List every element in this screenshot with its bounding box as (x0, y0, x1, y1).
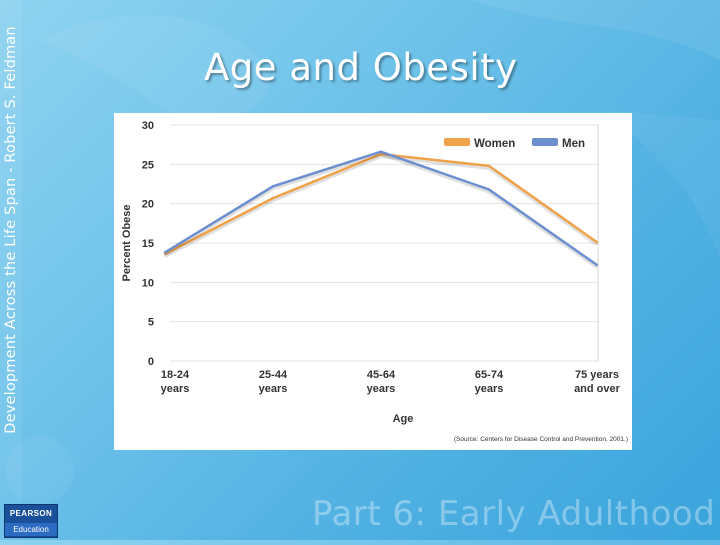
data-point-women (271, 196, 275, 200)
x-tick-label: 25-44 years (259, 369, 288, 395)
series-shadow-men (164, 152, 598, 269)
pearson-logo: PEARSON Education (4, 504, 58, 538)
book-credit: Development Across the Life Span - Rober… (3, 26, 19, 434)
data-point-men (595, 263, 599, 267)
chart-panel: 0 5 10 15 20 25 30 Percent Obese 18-24 years 25-44… (114, 113, 632, 450)
part-footer: Part 6: Early Adulthood (312, 494, 716, 534)
legend-label-women: Women (474, 138, 515, 150)
slide-title: Age and Obesity (204, 46, 518, 89)
logo-division: Education (5, 523, 57, 536)
source-note: (Source: Centers for Disease Control and… (454, 436, 628, 443)
y-tick-label: 25 (142, 159, 154, 171)
data-point-women (487, 164, 491, 168)
line-chart: 0 5 10 15 20 25 30 Percent Obese 18-24 years 25-44… (121, 120, 628, 443)
legend-label-men: Men (562, 138, 585, 150)
y-tick-label: 0 (148, 356, 154, 368)
y-tick-label: 15 (142, 238, 154, 250)
side-strip: Development Across the Life Span - Rober… (0, 0, 22, 540)
x-tick-label: 65-74 years (475, 369, 504, 395)
x-tick-label: 18-24 years (161, 369, 190, 395)
x-axis-label: Age (393, 413, 414, 425)
y-axis-label: Percent Obese (121, 204, 133, 281)
logo-publisher: PEARSON (9, 509, 53, 518)
y-tick-label: 20 (142, 199, 154, 211)
data-point-women (379, 152, 383, 156)
legend-swatch-women (444, 138, 470, 146)
data-point-men (487, 188, 491, 191)
series-shadow-women (164, 155, 598, 258)
y-tick-label: 30 (142, 120, 154, 132)
data-point-men (163, 251, 167, 254)
data-point-men (271, 185, 275, 188)
series-line-men (164, 150, 598, 267)
y-tick-label: 5 (148, 317, 154, 329)
x-tick-label: 45-64 years (367, 369, 396, 395)
data-point-men (379, 150, 383, 153)
data-point-women (595, 241, 599, 244)
y-tick-label: 10 (142, 277, 154, 289)
legend-swatch-men (532, 138, 558, 146)
x-tick-label: 75 years and over (574, 369, 621, 395)
